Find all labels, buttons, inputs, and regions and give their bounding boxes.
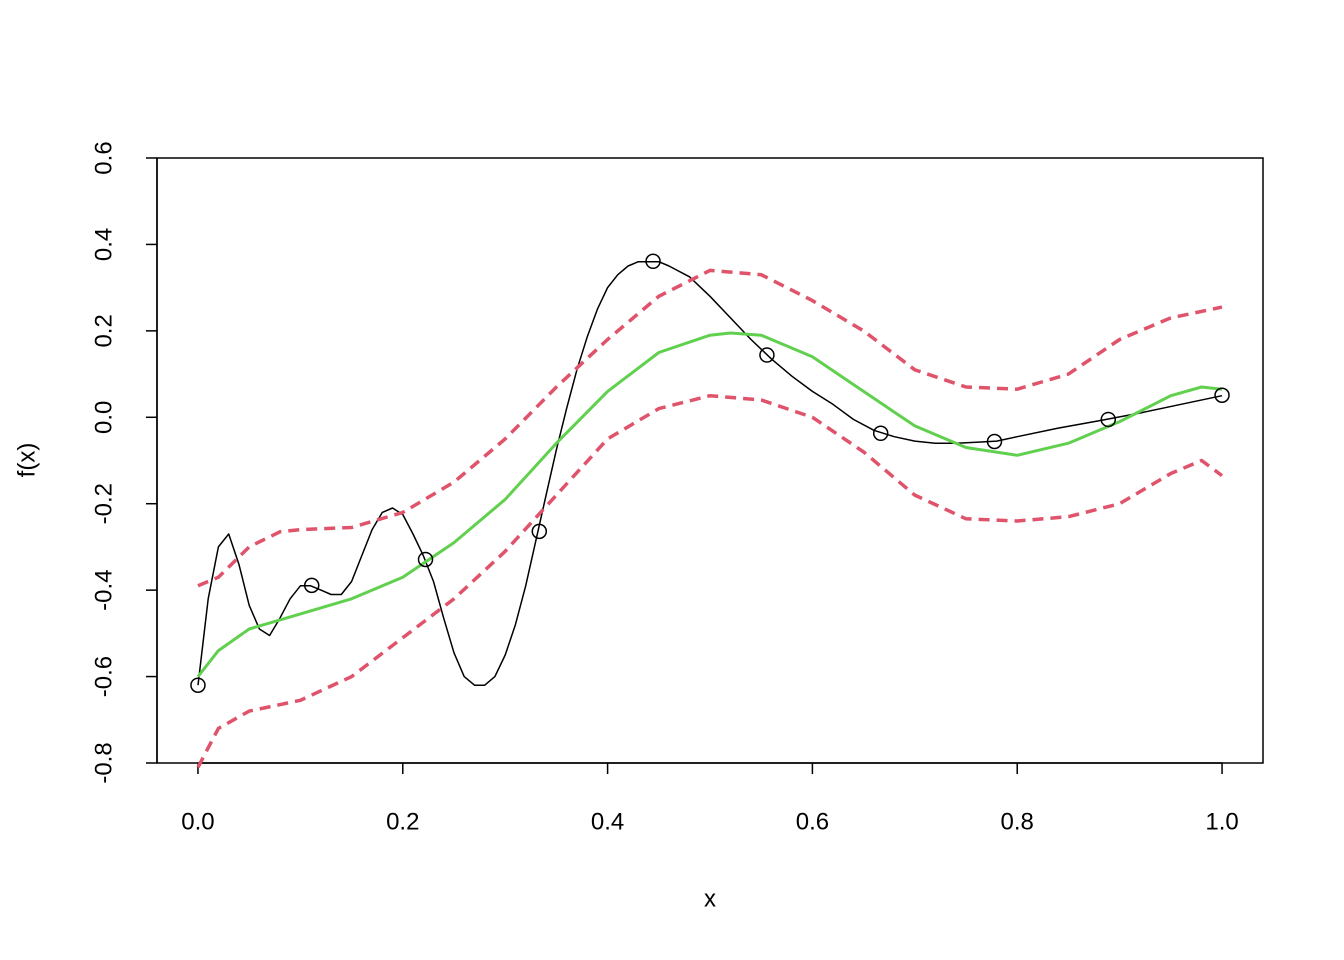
data-point <box>417 551 434 568</box>
x-tick-label: 0.8 <box>1001 808 1034 835</box>
band-line <box>196 393 1224 769</box>
data-point <box>645 253 661 270</box>
x-tick-label: 0.4 <box>591 808 624 835</box>
x-tick-label: 0.2 <box>386 808 419 835</box>
data-point <box>1100 411 1117 428</box>
y-tick-label: 0.2 <box>90 314 117 347</box>
data-point <box>190 677 206 693</box>
data-point <box>1214 387 1230 403</box>
x-axis-label: x <box>704 885 716 912</box>
y-tick-label: -0.4 <box>90 569 117 610</box>
y-axis-label: f(x) <box>13 443 40 478</box>
curve-line <box>197 260 1223 686</box>
y-tick-label: 0.0 <box>90 401 117 434</box>
curve-line <box>196 331 1223 678</box>
data-point <box>303 577 320 594</box>
plot-box <box>156 157 1264 764</box>
data-point <box>986 433 1003 450</box>
x-tick-label: 1.0 <box>1205 808 1238 835</box>
y-tick-label: -0.8 <box>90 742 117 783</box>
y-tick-label: -0.6 <box>90 656 117 697</box>
data-point <box>531 523 548 540</box>
y-tick-label: 0.4 <box>90 228 117 261</box>
x-tick-label: 0.0 <box>181 808 214 835</box>
x-tick-label: 0.6 <box>796 808 829 835</box>
data-point <box>759 347 775 363</box>
y-tick-label: -0.2 <box>90 483 117 524</box>
band-line <box>197 268 1223 588</box>
y-tick-label: 0.6 <box>90 141 117 174</box>
data-point <box>872 425 889 442</box>
